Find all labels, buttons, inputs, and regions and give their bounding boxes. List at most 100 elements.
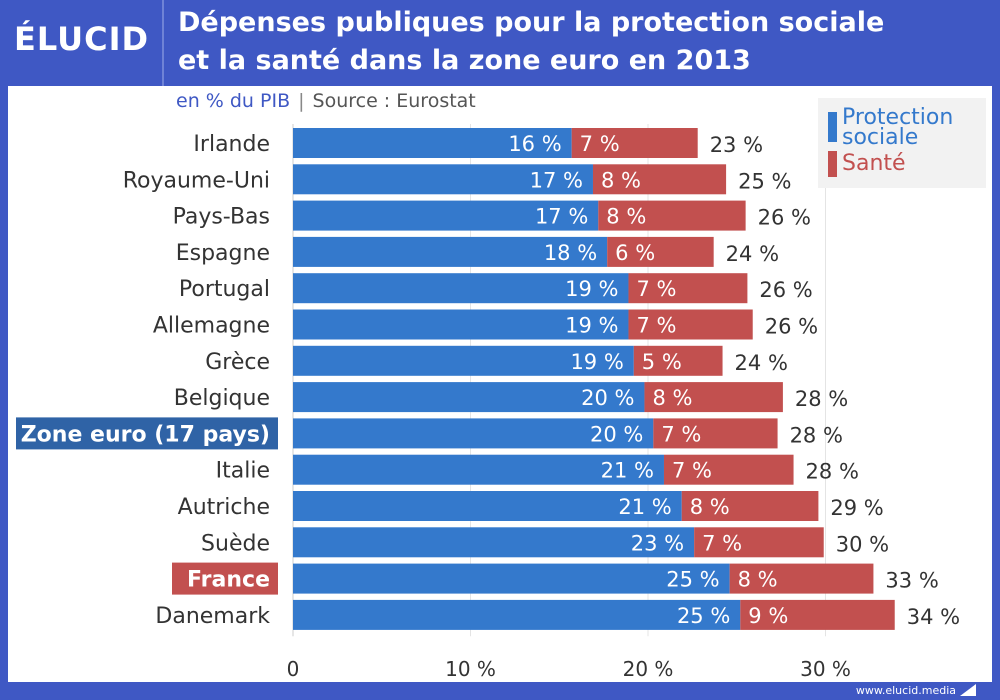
bar-sante (663, 454, 794, 485)
bar-sante (571, 128, 698, 158)
category-label: Irlande (193, 132, 270, 157)
bar-protection-sociale (293, 382, 645, 413)
bar-sante (729, 563, 874, 594)
category-label: Italie (216, 459, 270, 484)
data-label-protection: 16 % (508, 132, 561, 156)
bar-sante (644, 382, 783, 413)
bar-sante (598, 200, 746, 231)
data-label-total: 30 % (836, 532, 889, 556)
data-label-protection: 21 % (601, 459, 654, 483)
data-label-total: 29 % (830, 496, 883, 520)
elucid-flag-icon (960, 684, 976, 696)
data-label-protection: 20 % (590, 422, 643, 446)
bar-sante (628, 309, 753, 340)
data-label-total: 26 % (758, 206, 811, 230)
x-tick-label: 0 (287, 657, 300, 681)
bar-sante (653, 418, 778, 449)
bar-sante (633, 345, 723, 376)
category-label: Pays-Bas (173, 205, 270, 230)
data-label-sante: 7 % (672, 459, 712, 483)
header: ÉLUCID Dépenses publiques pour la protec… (0, 0, 1000, 86)
data-label-protection: 19 % (565, 314, 618, 338)
category-label: Belgique (174, 386, 270, 411)
data-label-total: 23 % (710, 133, 763, 157)
data-label-sante: 8 % (738, 568, 778, 592)
header-divider (162, 0, 164, 86)
data-label-sante: 8 % (652, 386, 692, 410)
data-label-total: 34 % (907, 605, 960, 629)
data-label-sante: 8 % (601, 168, 641, 192)
data-label-sante: 7 % (661, 422, 701, 446)
category-label: Royaume-Uni (123, 168, 270, 193)
data-label-total: 26 % (765, 315, 818, 339)
chart-title: Dépenses publiques pour la protection so… (178, 4, 884, 80)
bar-sante (681, 491, 819, 521)
bar-protection-sociale (293, 200, 599, 231)
bar-protection-sociale (293, 236, 608, 267)
bar-sante (694, 527, 824, 558)
data-label-protection: 17 % (535, 205, 588, 229)
legend-label-protection-line1: Protection (842, 105, 954, 130)
bar-protection-sociale (293, 454, 664, 485)
data-label-protection: 18 % (544, 241, 597, 265)
bar-protection-sociale (293, 563, 730, 594)
chart-panel: en % du PIB | Source : Eurostat 0 10 % 20 % 3… (8, 86, 992, 682)
legend-swatch-sante (828, 151, 837, 177)
title-line-1: Dépenses publiques pour la protection so… (178, 7, 885, 38)
chart-subtitle: en % du PIB | Source : Eurostat (176, 90, 476, 112)
bar-protection-sociale (293, 164, 593, 195)
category-label: Espagne (176, 241, 270, 266)
footer-url: www.elucid.media (855, 684, 956, 697)
data-label-sante: 7 % (636, 277, 676, 301)
bar-protection-sociale (293, 527, 695, 558)
bar-chart: 0 10 % 20 % 30 % 16 % 7 % 23 % Irlande 17 % 8 % 25… (16, 124, 960, 681)
data-label-total: 28 % (795, 387, 848, 411)
data-label-total: 24 % (735, 351, 788, 375)
category-label: Danemark (155, 604, 270, 629)
data-label-sante: 8 % (606, 205, 646, 229)
bar-protection-sociale (293, 309, 629, 340)
category-label: Suède (201, 531, 270, 556)
bar-protection-sociale (293, 599, 741, 630)
data-label-sante: 6 % (615, 241, 655, 265)
data-label-sante: 7 % (580, 132, 620, 156)
data-label-total: 28 % (790, 423, 843, 447)
bar-protection-sociale (293, 491, 682, 521)
data-label-sante: 8 % (690, 495, 730, 519)
data-label-total: 25 % (738, 169, 791, 193)
category-highlight-france (172, 562, 278, 595)
data-label-protection: 23 % (631, 531, 684, 555)
data-label-sante: 7 % (636, 314, 676, 338)
data-label-sante: 9 % (748, 604, 788, 628)
legend-label-protection-line2: sociale (842, 125, 919, 150)
category-label: Zone euro (17 pays) (21, 422, 270, 447)
data-label-protection: 20 % (581, 386, 634, 410)
category-label: Portugal (179, 277, 270, 302)
bar-sante (628, 273, 748, 304)
legend: Protection sociale Santé (818, 98, 986, 188)
x-tick-label: 10 % (445, 657, 496, 681)
data-label-total: 24 % (726, 242, 779, 266)
data-label-protection: 17 % (530, 168, 583, 192)
bar-protection-sociale (293, 345, 634, 376)
category-label: Allemagne (153, 314, 270, 339)
x-tick-label: 30 % (800, 657, 851, 681)
data-label-protection: 19 % (570, 350, 623, 374)
title-line-2: et la santé dans la zone euro en 2013 (178, 45, 751, 76)
bar-sante (740, 599, 895, 630)
category-highlight-zone (16, 417, 278, 450)
bar-sante (607, 236, 714, 267)
category-label: Grèce (205, 350, 270, 375)
bar-protection-sociale (293, 128, 572, 158)
data-label-protection: 25 % (677, 604, 730, 628)
bar-sante (592, 164, 727, 195)
data-label-protection: 21 % (618, 495, 671, 519)
data-label-total: 26 % (759, 278, 812, 302)
bar-protection-sociale (293, 418, 654, 449)
data-label-protection: 25 % (666, 568, 719, 592)
data-label-total: 28 % (806, 460, 859, 484)
legend-label-sante: Santé (842, 151, 906, 176)
subtitle-separator: | (298, 90, 305, 112)
data-label-protection: 19 % (565, 277, 618, 301)
category-label: Autriche (178, 495, 270, 520)
